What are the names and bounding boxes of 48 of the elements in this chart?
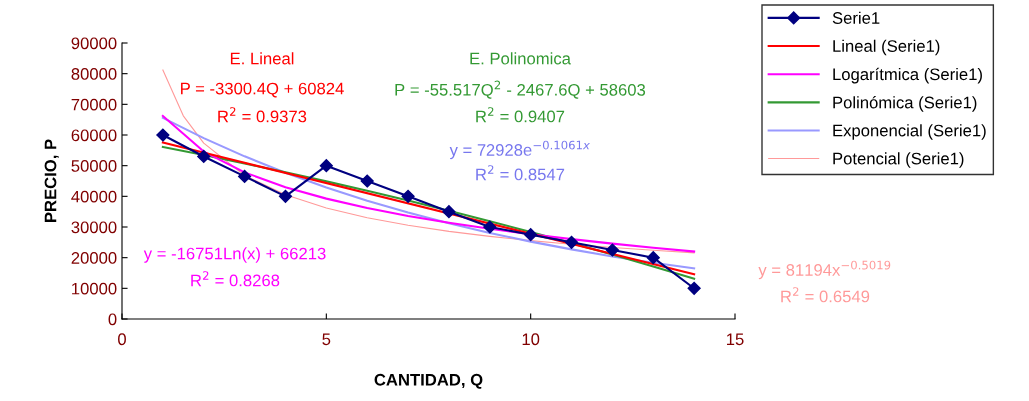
x-axis-title: CANTIDAD, Q [374, 373, 483, 389]
annotation: E. Lineal [230, 52, 294, 65]
y-tick-label: 30000 [71, 221, 117, 234]
point [401, 189, 415, 203]
y-tick-label: 40000 [71, 190, 117, 203]
text: R$^{2}$ = 0.6549 [781, 287, 870, 303]
legend-label: Potencial (Serie1) [833, 152, 964, 168]
y-tick-label: 10000 [72, 282, 117, 295]
y-tick-label: 20000 [71, 252, 117, 264]
annotation: R$^{2}$ = 0.8547 [476, 165, 565, 181]
annotation: R$^{2}$ = 0.9407 [476, 107, 565, 123]
y-tick-label: 70000 [71, 98, 117, 111]
x-tick-label: 0 [118, 333, 126, 346]
legend-label: Polinómica (Serie1) [833, 95, 977, 112]
legend-label: Logarítmica (Serie1) [833, 67, 982, 84]
point [238, 169, 252, 183]
annotation: P = -3300.4Q + 60824 [181, 82, 344, 98]
point [483, 220, 497, 234]
annotation: R$^{2}$ = 0.9373 [218, 107, 307, 123]
point [605, 243, 619, 257]
y-tick-label: 50000 [71, 160, 117, 172]
y-axis-title: PRECIO, P [44, 139, 59, 223]
point [360, 174, 374, 188]
legend-label: Lineal (Serie1) [833, 39, 940, 56]
x-tick-label: 5 [322, 333, 331, 346]
annotation: E. Polinomica [470, 52, 571, 65]
annotation: P = -55.517Q$^{2}$ - 2467.6Q + 58603 [395, 80, 646, 99]
x-tick-label: 10 [522, 333, 540, 346]
annotation: y = 72928e$^{−0.1061x}$ [449, 140, 590, 160]
point [319, 159, 333, 173]
annotation: y = -16751Ln(x) + 66213 [143, 247, 326, 263]
point [524, 228, 538, 242]
point [197, 149, 211, 164]
x-tick-label: 15 [727, 333, 744, 346]
y-tick-label: 80000 [71, 68, 117, 80]
point [646, 251, 660, 265]
point [564, 235, 579, 249]
text: y = 81194x$^{−0.5019}$ [758, 260, 891, 280]
legend-label: Exponencial (Serie1) [833, 124, 986, 140]
point [442, 205, 456, 219]
legend-label: Serie1 [832, 11, 880, 24]
point [278, 189, 293, 203]
point [687, 281, 701, 295]
y-tick-label: 60000 [71, 129, 117, 142]
point [156, 128, 170, 142]
y-tick-label: 90000 [71, 37, 117, 50]
y-tick-label: 0 [108, 313, 117, 326]
annotation: R$^{2}$ = 0.8268 [191, 271, 280, 287]
